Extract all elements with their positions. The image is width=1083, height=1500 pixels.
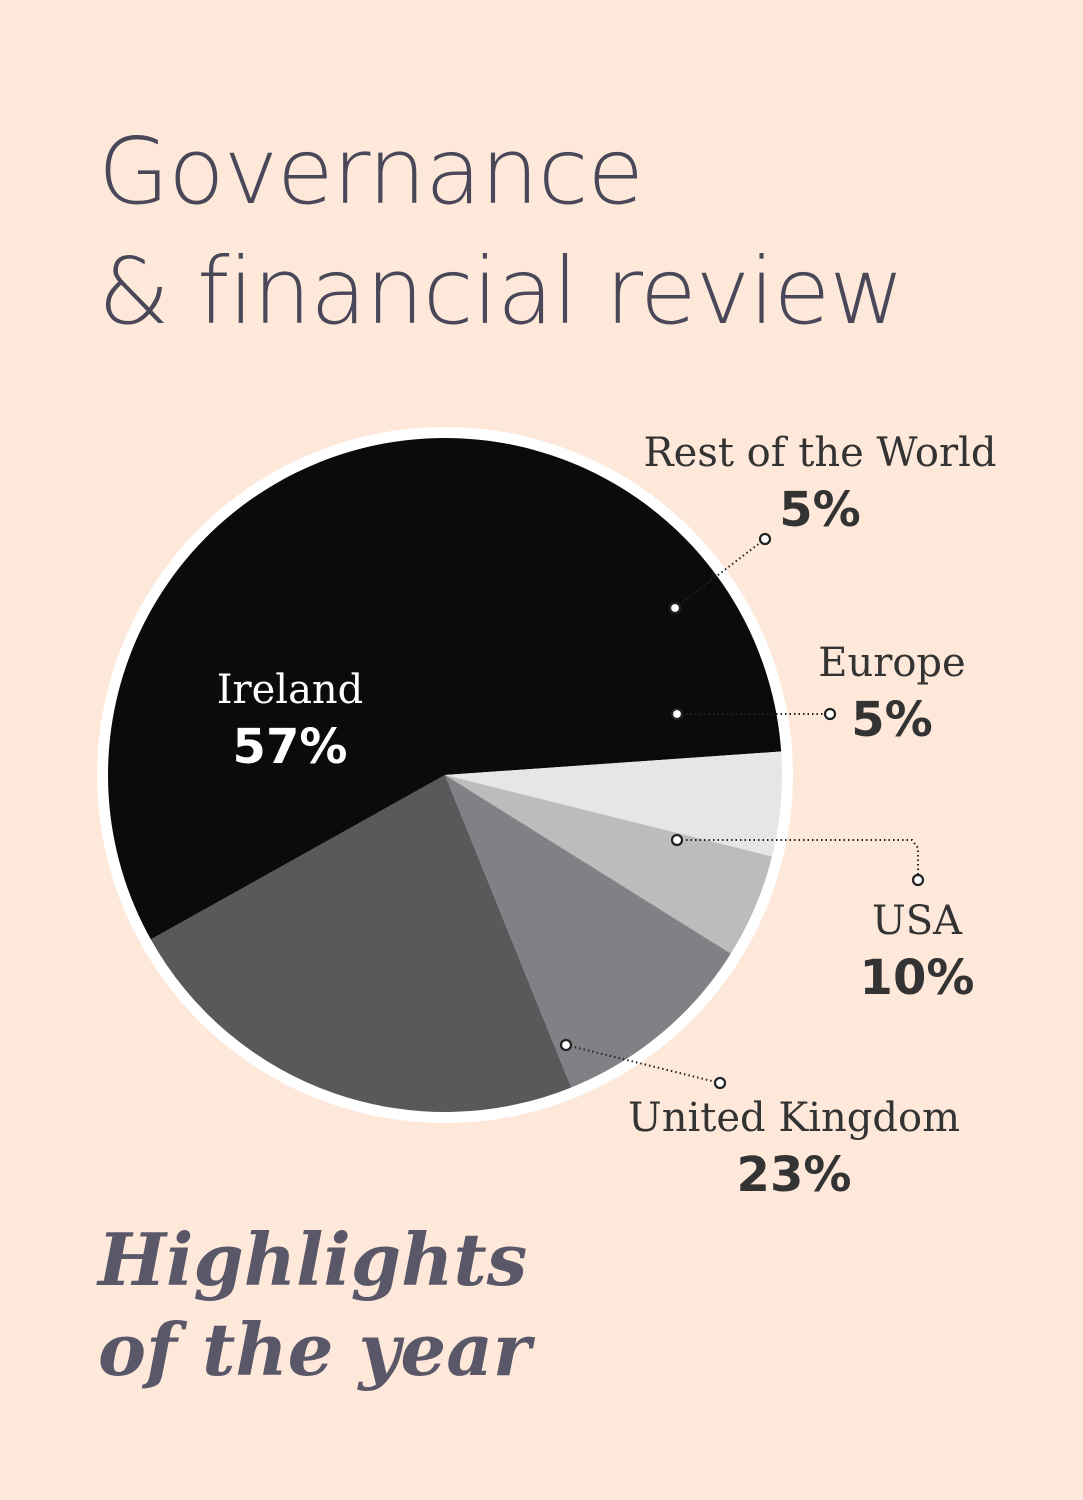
pie-slice-united-kingdom <box>150 775 572 1112</box>
slice-label-europe: Europe <box>818 640 965 686</box>
page-title: Governance & financial review <box>98 112 905 352</box>
leader-lines <box>559 532 925 1090</box>
leader-dot-usa-start <box>670 833 684 847</box>
title-line-1: Governance <box>98 118 644 225</box>
slice-label-ireland: Ireland <box>217 667 364 713</box>
slice-label-usa: USA <box>872 898 963 944</box>
slice-value-usa: 10% <box>860 950 975 1006</box>
leader-dot-united-kingdom-start <box>559 1038 573 1052</box>
leader-dot-usa-end <box>911 873 925 887</box>
leader-dot-rest-of-the-world-start <box>668 601 682 615</box>
pie-slice-usa <box>445 775 731 1088</box>
leader-line-rest-of-the-world <box>674 538 766 609</box>
title-line-2: & financial review <box>98 238 905 345</box>
page-subtitle: Highlights of the year <box>98 1215 531 1395</box>
leader-dot-united-kingdom-end <box>713 1076 727 1090</box>
slice-value-united-kingdom: 23% <box>737 1147 852 1203</box>
pie-slice-europe <box>445 775 772 954</box>
slice-value-ireland: 57% <box>233 719 348 775</box>
slice-value-europe: 5% <box>851 692 933 748</box>
slice-label-rest-of-world: Rest of the World <box>644 430 997 476</box>
slice-label-united-kingdom: United Kingdom <box>628 1095 960 1141</box>
leader-dot-europe-end <box>823 707 837 721</box>
slice-value-rest-of-world: 5% <box>779 482 861 538</box>
leader-dot-rest-of-the-world-end <box>758 532 772 546</box>
pie-slice-ireland <box>108 437 782 940</box>
subtitle-line-2: of the year <box>98 1307 531 1392</box>
leader-dot-europe-start <box>670 707 684 721</box>
pie-slice-rest-of-the-world <box>445 751 783 857</box>
pie-slices <box>108 437 783 1112</box>
subtitle-line-1: Highlights <box>98 1217 528 1302</box>
leader-line-usa <box>677 839 919 880</box>
